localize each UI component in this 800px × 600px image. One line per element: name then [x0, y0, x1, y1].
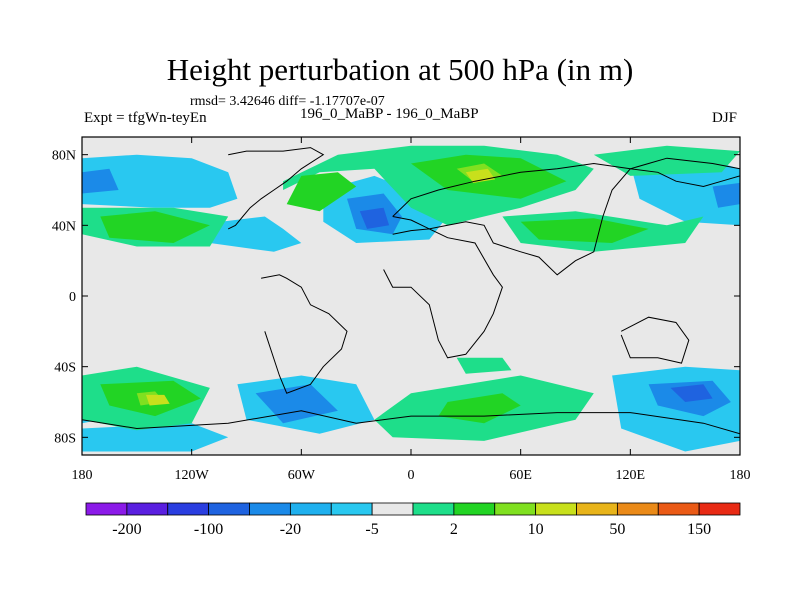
longitude-axis: 180 120W 60W 0 60E 120E 180 — [72, 137, 751, 483]
colorbar-swatch-5 — [289, 502, 332, 516]
contour-region-blue-0 — [82, 168, 119, 194]
lon-tick-label: 0 — [408, 468, 415, 483]
experiment-label: Expt = tfgWn-teyEn — [84, 110, 207, 126]
colorbar-labels: -200 -100 -20 -5 2 10 50 150 — [112, 521, 711, 538]
contour-region-cyan-0 — [82, 154, 238, 208]
contour-region-blue-4 — [712, 182, 740, 208]
latitude-axis: 80N 40N 0 40S 80S — [52, 149, 740, 446]
contour-region-dark-blue-1 — [670, 384, 713, 402]
lon-tick-label: 180 — [72, 468, 93, 483]
coastline-3 — [392, 157, 740, 276]
colorbar-label: -200 — [112, 521, 141, 538]
colorbar-label: -5 — [365, 521, 378, 538]
coastline-2 — [383, 228, 503, 359]
colorbar-swatch-3 — [208, 502, 250, 516]
contour-fills — [82, 145, 740, 452]
lat-tick-label: 80S — [54, 431, 76, 446]
coastline-0 — [227, 147, 325, 230]
colorbar-swatch-8 — [412, 502, 455, 516]
contour-region-green-light-6 — [456, 357, 512, 374]
contour-region-yellow-1 — [146, 394, 170, 406]
colorbar-swatch-10 — [494, 502, 537, 516]
colorbar-swatch-7 — [371, 502, 414, 516]
colorbar-label: 2 — [450, 521, 458, 538]
lon-tick-label: 60W — [288, 468, 316, 483]
colorbar-label: 10 — [528, 521, 544, 538]
colorbar-swatch-12 — [576, 502, 618, 516]
colorbar-swatch-9 — [453, 502, 496, 516]
lon-tick-label: 120E — [616, 468, 646, 483]
colorbar-swatch-6 — [330, 502, 373, 516]
colorbar-swatch-1 — [126, 502, 169, 516]
lon-tick-label: 180 — [730, 468, 751, 483]
colorbar — [85, 502, 741, 516]
colorbar-label: 150 — [687, 521, 711, 538]
colorbar-swatch-11 — [535, 502, 577, 516]
contour-region-yellow-0 — [465, 168, 496, 183]
contour-region-cyan-4 — [82, 423, 229, 452]
lon-tick-label: 120W — [175, 468, 210, 483]
coastlines — [82, 147, 740, 435]
colorbar-label: 50 — [609, 521, 625, 538]
contour-region-green-2 — [100, 211, 210, 243]
colorbar-label: -100 — [194, 521, 223, 538]
season-label: DJF — [712, 110, 738, 126]
lat-tick-label: 40N — [52, 219, 76, 234]
comparison-label: 196_0_MaBP - 196_0_MaBP — [300, 106, 479, 122]
lat-tick-label: 40S — [54, 361, 76, 376]
colorbar-label: -20 — [280, 521, 301, 538]
contour-region-green-0 — [286, 172, 357, 212]
contour-region-blue-2 — [255, 384, 338, 424]
colorbar-swatch-14 — [657, 502, 700, 516]
plot-title: Height perturbation at 500 hPa (in m) — [166, 52, 634, 87]
colorbar-swatch-2 — [167, 502, 210, 516]
colorbar-swatch-13 — [616, 502, 659, 516]
lat-tick-label: 0 — [69, 290, 76, 305]
contour-region-cyan-7 — [630, 158, 740, 226]
colorbar-swatch-0 — [85, 502, 128, 516]
coastline-1 — [261, 274, 348, 394]
rmsd-diff-stats: rmsd= 3.42646 diff= -1.17707e-07 — [190, 94, 385, 109]
lat-tick-label: 80N — [52, 149, 76, 164]
lon-tick-label: 60E — [509, 468, 532, 483]
colorbar-swatch-15 — [698, 502, 741, 516]
contour-region-green-3 — [520, 218, 649, 243]
colorbar-swatch-4 — [249, 502, 291, 516]
coastline-4 — [620, 316, 690, 364]
coastline-5 — [82, 410, 740, 435]
contour-region-dark-blue-0 — [359, 207, 390, 229]
